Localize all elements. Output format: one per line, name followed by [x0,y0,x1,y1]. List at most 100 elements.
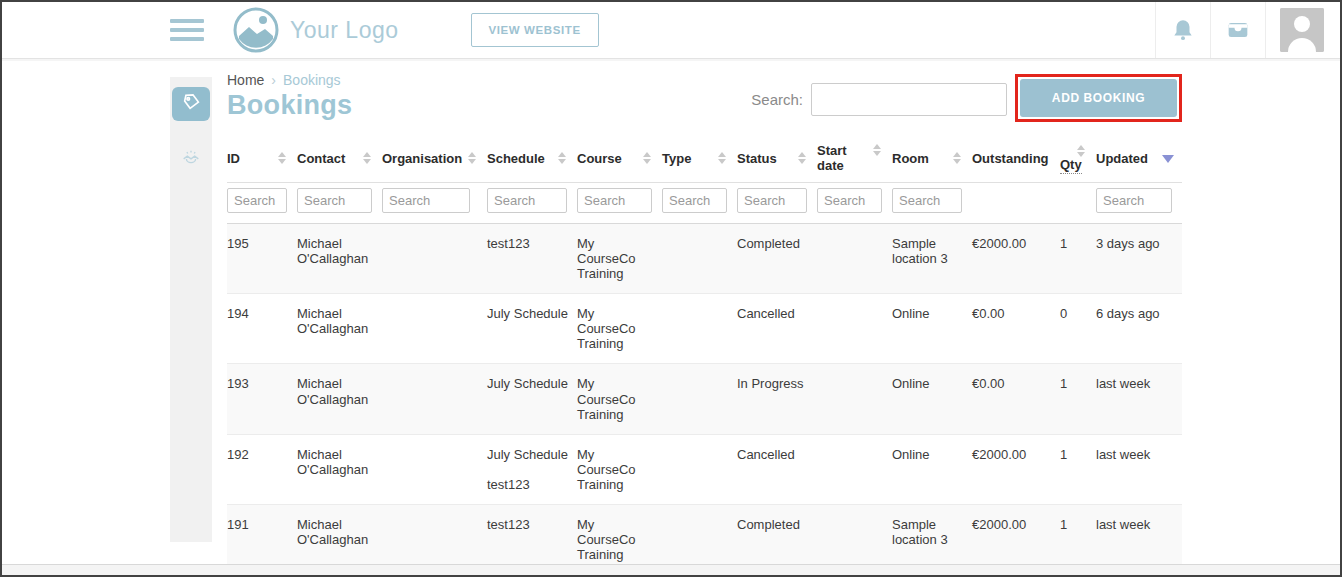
toolbar: Search: ADD BOOKING [751,74,1182,122]
search-label: Search: [751,91,803,108]
cell-id: 194 [227,294,297,364]
annotation-highlight-box: ADD BOOKING [1015,74,1182,122]
hamburger-menu-icon[interactable] [170,14,204,46]
cell-status: Cancelled [737,294,817,364]
sort-icon[interactable] [278,152,287,164]
avatar[interactable] [1280,8,1324,52]
sort-desc-icon[interactable] [1162,155,1174,163]
filter-input-course[interactable] [577,188,652,213]
cell-qty: 0 [1060,294,1096,364]
filter-cell-empty [972,183,1060,224]
cell-room: Online [892,434,972,504]
cell-schedule: July Schedule test123 [487,434,577,504]
cell-schedule: July Schedule [487,364,577,434]
inbox-icon[interactable] [1211,2,1265,58]
cell-qty: 1 [1060,364,1096,434]
logo-text: Your Logo [290,17,399,44]
cell-outstanding: €2000.00 [972,224,1060,294]
cell-outstanding: €2000.00 [972,434,1060,504]
column-header-organisation[interactable]: Organisation [382,135,487,183]
cell-type [662,434,737,504]
cell-course: My CourseCo Training [577,294,662,364]
cell-id: 192 [227,434,297,504]
cell-room: Online [892,294,972,364]
filter-input-type[interactable] [662,188,727,213]
column-header-qty[interactable]: Qty [1060,135,1096,183]
cell-outstanding: €0.00 [972,364,1060,434]
filter-input-updated[interactable] [1096,188,1172,213]
column-header-schedule[interactable]: Schedule [487,135,577,183]
column-header-updated[interactable]: Updated [1096,135,1182,183]
filter-input-schedule[interactable] [487,188,567,213]
filter-input-start-date[interactable] [817,188,882,213]
cell-status: Cancelled [737,434,817,504]
sort-icon[interactable] [1077,145,1086,157]
cell-contact: Michael O'Callaghan [297,224,382,294]
main-content: Home›Bookings Bookings Search: ADD BOOKI… [227,72,1182,577]
cell-id: 195 [227,224,297,294]
table-row[interactable]: 195 Michael O'Callaghan test123 My Cours… [227,224,1182,294]
cell-organisation [382,434,487,504]
sort-icon[interactable] [873,144,882,156]
column-header-type[interactable]: Type [662,135,737,183]
filter-input-status[interactable] [737,188,807,213]
column-header-contact[interactable]: Contact [297,135,382,183]
column-header-id[interactable]: ID [227,135,297,183]
add-booking-button[interactable]: ADD BOOKING [1020,79,1177,117]
logo[interactable]: Your Logo [232,6,399,54]
cell-start-date [817,294,892,364]
sort-icon[interactable] [643,152,652,164]
cell-start-date [817,224,892,294]
column-header-status[interactable]: Status [737,135,817,183]
cell-updated: last week [1096,434,1182,504]
top-bar-actions [1155,2,1340,58]
global-search: Search: [751,83,1007,116]
cell-schedule: test123 [487,224,577,294]
top-bar: Your Logo VIEW WEBSITE [2,2,1340,59]
sort-icon[interactable] [798,152,807,164]
cell-contact: Michael O'Callaghan [297,294,382,364]
cell-course: My CourseCo Training [577,434,662,504]
sort-icon[interactable] [558,152,567,164]
sidebar-item-bookings[interactable] [172,87,210,121]
breadcrumb-current: Bookings [283,72,341,88]
cell-start-date [817,434,892,504]
table-row[interactable]: 192 Michael O'Callaghan July Schedule te… [227,434,1182,504]
sort-icon[interactable] [363,152,372,164]
cell-updated: 6 days ago [1096,294,1182,364]
table-row[interactable]: 194 Michael O'Callaghan July Schedule My… [227,294,1182,364]
sort-icon[interactable] [953,152,962,164]
table-row[interactable]: 193 Michael O'Callaghan July Schedule My… [227,364,1182,434]
column-header-start-date[interactable]: Start date [817,135,892,183]
cell-type [662,224,737,294]
filter-input-contact[interactable] [297,188,372,213]
cell-course: My CourseCo Training [577,364,662,434]
filter-input-organisation[interactable] [382,188,470,213]
view-website-button[interactable]: VIEW WEBSITE [471,13,599,47]
cell-schedule: July Schedule [487,294,577,364]
cell-updated: last week [1096,364,1182,434]
filter-cell-empty [1060,183,1096,224]
sidebar-item-deals[interactable] [172,143,210,177]
sort-icon[interactable] [468,152,477,164]
sidebar [170,77,212,542]
sort-icon[interactable] [718,152,727,164]
column-header-outstanding[interactable]: Outstanding [972,135,1060,183]
cell-status: In Progress [737,364,817,434]
filter-input-id[interactable] [227,188,287,213]
cell-room: Online [892,364,972,434]
cell-contact: Michael O'Callaghan [297,364,382,434]
filter-input-room[interactable] [892,188,962,213]
cell-organisation [382,364,487,434]
bell-icon[interactable] [1156,2,1210,58]
cell-course: My CourseCo Training [577,224,662,294]
search-input[interactable] [811,83,1007,116]
column-header-room[interactable]: Room [892,135,972,183]
bookings-admin-page: Your Logo VIEW WEBSITE [0,0,1342,577]
cell-qty: 1 [1060,434,1096,504]
column-header-course[interactable]: Course [577,135,662,183]
bottom-strip [2,564,1340,575]
breadcrumb-home[interactable]: Home [227,72,264,88]
handshake-icon [180,147,202,173]
logo-image-icon [232,6,280,54]
